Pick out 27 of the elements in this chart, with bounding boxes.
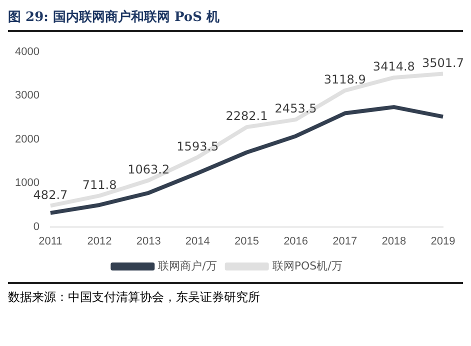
x-tick-label: 2013 [136, 235, 161, 248]
source-note: 数据来源：中国支付清算协会，东吴证券研究所 [8, 282, 463, 306]
y-tick-label: 0 [33, 220, 40, 233]
y-tick-label: 1000 [14, 177, 40, 190]
data-label: 3501.7 [422, 56, 464, 70]
x-tick-label: 2012 [87, 235, 112, 248]
y-tick-label: 4000 [14, 46, 40, 58]
x-tick-label: 2015 [234, 235, 259, 248]
legend-label: 联网商户/万 [158, 259, 217, 272]
x-tick-label: 2017 [332, 235, 358, 248]
x-tick-label: 2019 [430, 235, 456, 248]
x-tick-label: 2018 [382, 235, 406, 248]
data-label: 2453.5 [274, 102, 317, 116]
data-label: 711.8 [82, 178, 117, 192]
legend-label: 联网POS机/万 [272, 259, 342, 272]
x-tick-label: 2014 [185, 235, 210, 248]
data-label: 482.7 [33, 188, 68, 202]
data-label: 1593.5 [176, 139, 219, 154]
data-label: 3414.8 [372, 60, 415, 74]
y-tick-label: 2000 [14, 133, 40, 146]
x-tick-label: 2016 [284, 235, 308, 248]
data-label: 3118.9 [324, 72, 366, 87]
y-tick-label: 3000 [14, 90, 40, 102]
data-label: 1063.2 [128, 162, 170, 176]
data-label: 2282.1 [226, 109, 268, 124]
x-tick-label: 2011 [38, 235, 62, 248]
chart-title: 图 29: 国内联网商户和联网 PoS 机 [8, 8, 463, 32]
